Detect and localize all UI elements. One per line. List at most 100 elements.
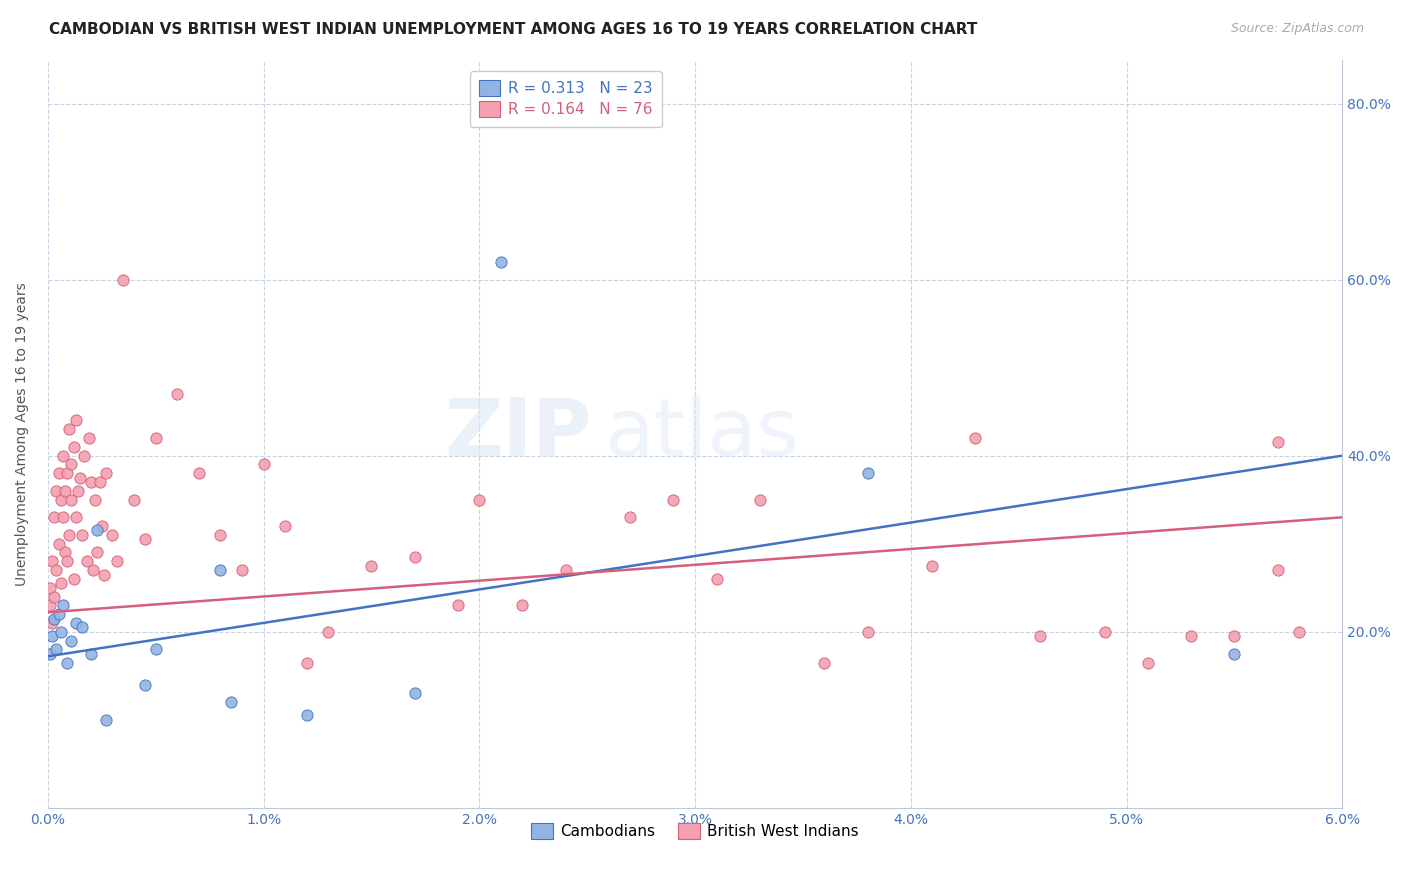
Point bbox=[112, 273, 135, 287]
Point bbox=[274, 519, 297, 533]
Point bbox=[447, 599, 470, 613]
Point bbox=[66, 483, 89, 498]
Point bbox=[44, 590, 66, 604]
Point bbox=[554, 563, 576, 577]
Point bbox=[89, 475, 111, 489]
Point bbox=[105, 554, 128, 568]
Point bbox=[41, 615, 63, 630]
Point bbox=[219, 695, 242, 709]
Point bbox=[360, 558, 382, 573]
Point bbox=[101, 528, 124, 542]
Point bbox=[38, 599, 60, 613]
Point bbox=[45, 483, 67, 498]
Point bbox=[76, 554, 98, 568]
Point bbox=[404, 686, 426, 700]
Point bbox=[53, 545, 76, 559]
Point bbox=[1223, 647, 1246, 661]
Point bbox=[145, 642, 167, 657]
Point bbox=[60, 633, 83, 648]
Point bbox=[90, 519, 112, 533]
Point bbox=[187, 467, 209, 481]
Point bbox=[316, 624, 339, 639]
Point bbox=[41, 629, 63, 643]
Point bbox=[1223, 629, 1246, 643]
Point bbox=[84, 492, 107, 507]
Point bbox=[69, 471, 91, 485]
Point bbox=[1288, 624, 1310, 639]
Point bbox=[60, 492, 83, 507]
Point bbox=[662, 492, 685, 507]
Point bbox=[921, 558, 943, 573]
Point bbox=[44, 510, 66, 524]
Point bbox=[77, 431, 100, 445]
Point bbox=[62, 572, 84, 586]
Point bbox=[52, 599, 75, 613]
Point bbox=[1267, 435, 1289, 450]
Point bbox=[49, 492, 72, 507]
Text: CAMBODIAN VS BRITISH WEST INDIAN UNEMPLOYMENT AMONG AGES 16 TO 19 YEARS CORRELAT: CAMBODIAN VS BRITISH WEST INDIAN UNEMPLO… bbox=[49, 22, 977, 37]
Point bbox=[38, 581, 60, 595]
Point bbox=[512, 599, 534, 613]
Point bbox=[1180, 629, 1202, 643]
Point bbox=[209, 563, 232, 577]
Point bbox=[58, 528, 80, 542]
Point bbox=[86, 524, 108, 538]
Point bbox=[65, 510, 87, 524]
Point bbox=[706, 572, 728, 586]
Point bbox=[48, 467, 70, 481]
Point bbox=[58, 422, 80, 436]
Point bbox=[856, 467, 879, 481]
Point bbox=[53, 483, 76, 498]
Point bbox=[56, 467, 79, 481]
Point bbox=[295, 656, 318, 670]
Point bbox=[489, 255, 512, 269]
Point bbox=[122, 492, 145, 507]
Point bbox=[52, 449, 75, 463]
Point bbox=[45, 563, 67, 577]
Point bbox=[94, 713, 117, 727]
Point bbox=[45, 642, 67, 657]
Point bbox=[231, 563, 253, 577]
Point bbox=[41, 554, 63, 568]
Text: ZIP: ZIP bbox=[444, 394, 592, 473]
Point bbox=[72, 528, 94, 542]
Point bbox=[856, 624, 879, 639]
Point bbox=[1267, 563, 1289, 577]
Point bbox=[619, 510, 641, 524]
Point bbox=[82, 563, 104, 577]
Point bbox=[49, 624, 72, 639]
Point bbox=[295, 708, 318, 723]
Point bbox=[145, 431, 167, 445]
Point bbox=[56, 554, 79, 568]
Text: Source: ZipAtlas.com: Source: ZipAtlas.com bbox=[1230, 22, 1364, 36]
Point bbox=[65, 615, 87, 630]
Text: atlas: atlas bbox=[605, 394, 799, 473]
Point bbox=[93, 567, 115, 582]
Point bbox=[60, 458, 83, 472]
Point bbox=[94, 467, 117, 481]
Point bbox=[48, 537, 70, 551]
Point bbox=[134, 533, 156, 547]
Point bbox=[49, 576, 72, 591]
Point bbox=[73, 449, 96, 463]
Point bbox=[48, 607, 70, 621]
Point bbox=[813, 656, 835, 670]
Point bbox=[1029, 629, 1052, 643]
Point bbox=[166, 387, 188, 401]
Point bbox=[86, 545, 108, 559]
Point bbox=[1137, 656, 1160, 670]
Legend: Cambodians, British West Indians: Cambodians, British West Indians bbox=[524, 817, 865, 845]
Point bbox=[209, 528, 232, 542]
Point bbox=[404, 549, 426, 564]
Point bbox=[80, 647, 103, 661]
Y-axis label: Unemployment Among Ages 16 to 19 years: Unemployment Among Ages 16 to 19 years bbox=[15, 282, 30, 585]
Point bbox=[72, 620, 94, 634]
Point bbox=[38, 647, 60, 661]
Point bbox=[748, 492, 770, 507]
Point bbox=[80, 475, 103, 489]
Point bbox=[56, 656, 79, 670]
Point bbox=[52, 510, 75, 524]
Point bbox=[1094, 624, 1116, 639]
Point bbox=[965, 431, 987, 445]
Point bbox=[134, 677, 156, 691]
